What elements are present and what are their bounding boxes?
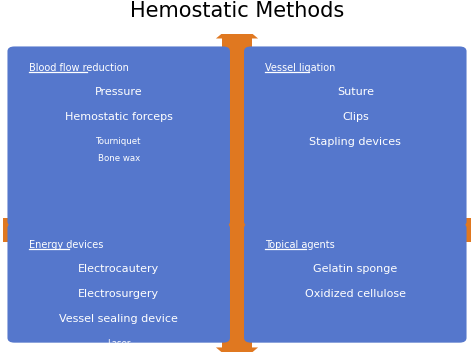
FancyBboxPatch shape [244,223,466,343]
Text: Vessel sealing device: Vessel sealing device [59,314,178,324]
Text: Hemostatic forceps: Hemostatic forceps [65,112,173,122]
Text: Pressure: Pressure [95,87,143,97]
Polygon shape [216,21,258,38]
Text: Vessel ligation: Vessel ligation [265,63,336,73]
Text: Laser: Laser [107,339,130,348]
Text: Bone wax: Bone wax [98,154,140,163]
FancyBboxPatch shape [8,47,230,226]
FancyBboxPatch shape [8,223,230,343]
Text: Clips: Clips [342,112,369,122]
Text: Blood flow reduction: Blood flow reduction [28,63,128,73]
Text: Suture: Suture [337,87,374,97]
Text: Topical agents: Topical agents [265,240,335,250]
Bar [3,218,471,241]
Text: Tourniquet: Tourniquet [96,137,141,146]
Text: Electrocautery: Electrocautery [78,264,159,274]
Polygon shape [216,348,258,355]
Text: Energy devices: Energy devices [28,240,103,250]
Text: Electrosurgery: Electrosurgery [78,289,159,299]
Text: Hemostatic Methods: Hemostatic Methods [130,1,344,21]
Text: Gelatin sponge: Gelatin sponge [313,264,397,274]
Text: Stapling devices: Stapling devices [310,137,401,147]
Text: Oxidized cellulose: Oxidized cellulose [305,289,406,299]
FancyBboxPatch shape [244,47,466,226]
Bar [222,37,252,349]
